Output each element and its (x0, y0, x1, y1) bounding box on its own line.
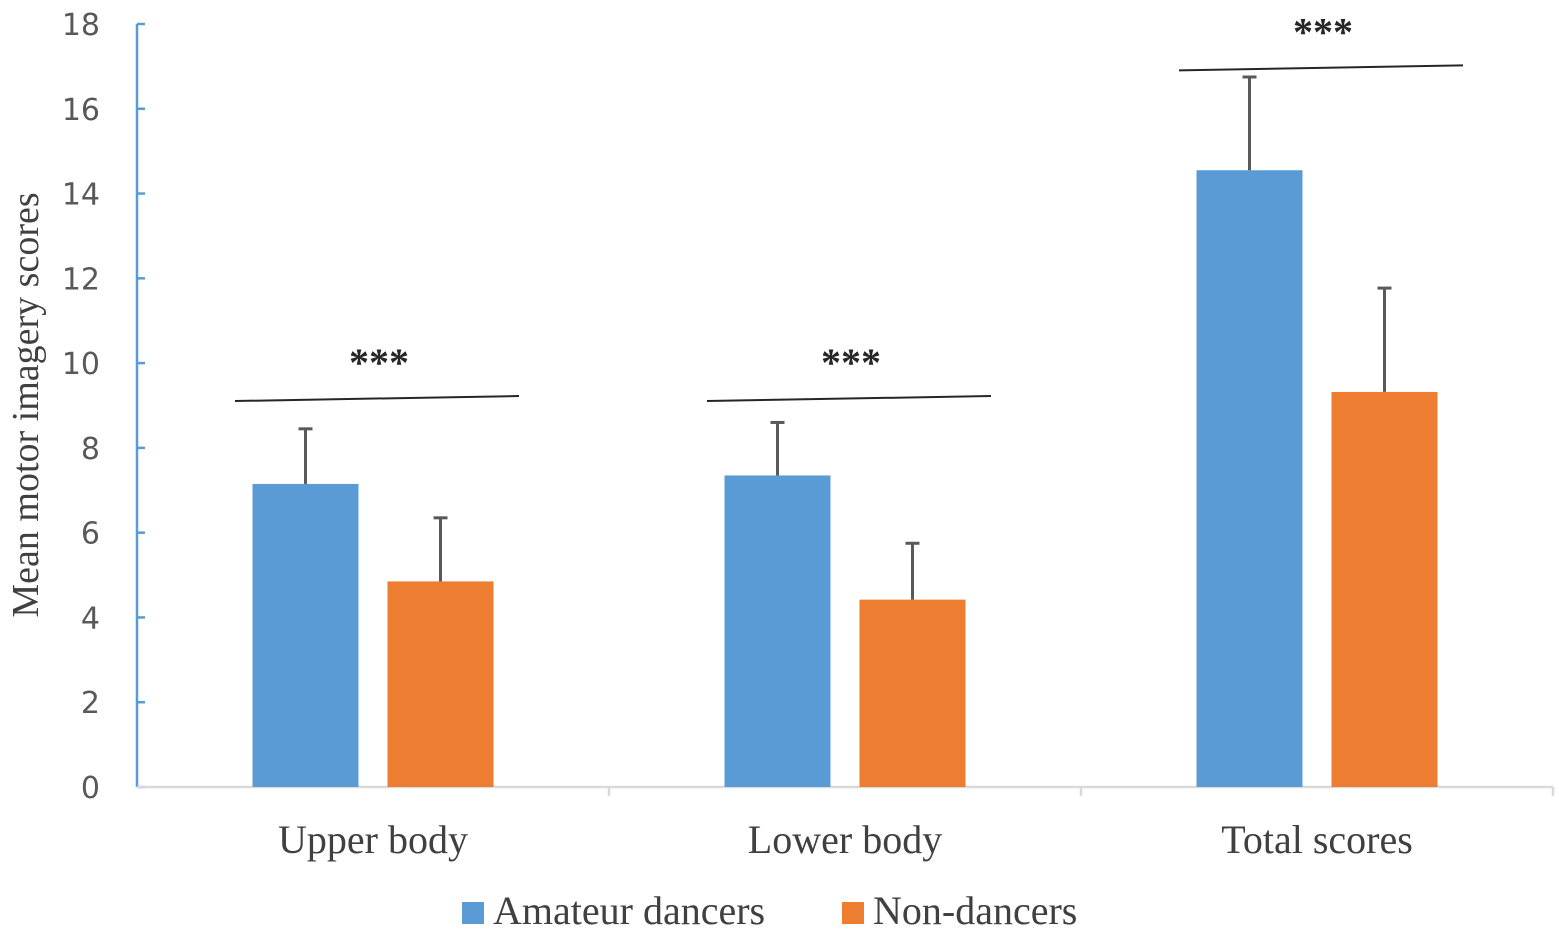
y-tick-label: 2 (81, 686, 100, 721)
error-bars-group (298, 75, 1392, 600)
bar-amateur-dancers-lower-body (724, 475, 831, 787)
y-tick-label: 12 (62, 262, 100, 297)
bar-non-dancers-lower-body (859, 599, 966, 787)
x-axis: Upper body Lower body Total scores (137, 785, 1555, 862)
y-tick-label: 0 (81, 771, 100, 806)
significance-label: *** (349, 340, 409, 385)
bar-non-dancers-total-scores (1331, 391, 1438, 787)
legend-label: Non-dancers (873, 888, 1077, 933)
legend-label: Amateur dancers (493, 888, 765, 933)
bars-group (252, 170, 1438, 787)
significance-line (706, 395, 992, 403)
bar-non-dancers-upper-body (387, 581, 494, 787)
legend-swatch (462, 902, 484, 924)
y-tick-label: 4 (81, 601, 100, 636)
significance-label: *** (821, 340, 881, 385)
legend: Amateur dancers Non-dancers (462, 888, 1077, 933)
significance-line (1178, 64, 1464, 72)
significance-label: *** (1293, 9, 1353, 54)
x-category-label: Lower body (748, 817, 942, 862)
y-tick-label: 16 (62, 93, 100, 128)
significance-group: *** *** *** (234, 9, 1464, 403)
significance-line (234, 395, 520, 403)
y-axis: 0 2 4 6 8 10 12 14 16 18 (62, 8, 145, 806)
x-category-label: Upper body (278, 817, 468, 862)
legend-swatch (842, 902, 864, 924)
y-tick-label: 18 (62, 8, 100, 43)
y-tick-label: 14 (62, 178, 100, 213)
y-tick-label: 10 (62, 347, 100, 382)
bar-amateur-dancers-total-scores (1196, 170, 1303, 787)
x-category-label: Total scores (1221, 817, 1413, 862)
y-tick-label: 8 (81, 432, 100, 467)
bar-amateur-dancers-upper-body (252, 483, 359, 787)
y-axis-title: Mean motor imagery scores (5, 192, 47, 617)
y-tick-label: 6 (81, 517, 100, 552)
